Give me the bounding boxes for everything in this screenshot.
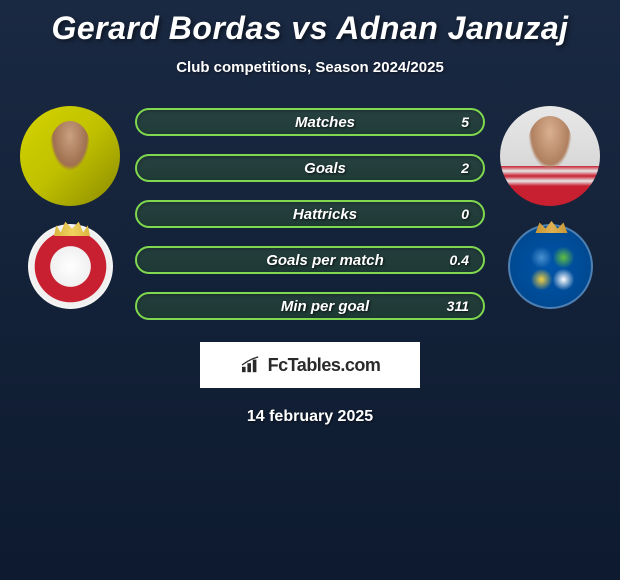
stat-bar-matches: Matches 5 [135, 108, 485, 136]
main-row: Matches 5 Goals 2 Hattricks 0 Goals per … [0, 106, 620, 320]
brand-chart-icon [240, 356, 262, 374]
page-title: Gerard Bordas vs Adnan Januzaj [0, 10, 620, 47]
date-text: 14 february 2025 [0, 408, 620, 426]
club-right-logo [508, 224, 593, 309]
stats-column: Matches 5 Goals 2 Hattricks 0 Goals per … [135, 106, 485, 320]
stat-bar-hattricks: Hattricks 0 [135, 200, 485, 228]
comparison-card: Gerard Bordas vs Adnan Januzaj Club comp… [0, 0, 620, 426]
brand-name: FcTables.com [268, 355, 381, 376]
stat-label: Goals per match [137, 252, 483, 269]
stat-value: 311 [447, 298, 469, 314]
stat-value: 0.4 [450, 252, 469, 268]
stat-value: 5 [461, 114, 469, 130]
stat-label: Matches [137, 114, 483, 131]
player-right-photo [500, 106, 600, 206]
stat-value: 2 [461, 160, 469, 176]
stat-label: Min per goal [137, 298, 483, 315]
player-left-column [20, 106, 120, 309]
stat-value: 0 [461, 206, 469, 222]
player-right-column [500, 106, 600, 309]
subtitle: Club competitions, Season 2024/2025 [0, 59, 620, 76]
stat-bar-goals-per-match: Goals per match 0.4 [135, 246, 485, 274]
club-left-logo [28, 224, 113, 309]
player-left-photo [20, 106, 120, 206]
stat-label: Hattricks [137, 206, 483, 223]
stat-bar-goals: Goals 2 [135, 154, 485, 182]
stat-label: Goals [137, 160, 483, 177]
stat-bar-min-per-goal: Min per goal 311 [135, 292, 485, 320]
brand-bar: FcTables.com [200, 342, 420, 388]
